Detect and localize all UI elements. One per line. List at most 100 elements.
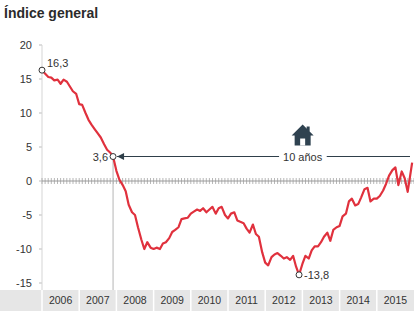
y-tick-label: 0 bbox=[26, 175, 32, 187]
y-tick-label: -10 bbox=[16, 243, 32, 255]
zero-line-minor-tick bbox=[76, 178, 77, 184]
zero-line-minor-tick bbox=[172, 178, 173, 184]
x-band-separator bbox=[339, 290, 341, 311]
zero-line-minor-tick bbox=[246, 178, 247, 184]
zero-line-minor-tick bbox=[255, 178, 256, 184]
zero-line-minor-tick bbox=[169, 178, 170, 184]
x-tick bbox=[283, 290, 284, 292]
annotation-label: -13,8 bbox=[304, 269, 329, 281]
zero-line-minor-tick bbox=[91, 178, 92, 184]
house-body bbox=[292, 125, 314, 146]
zero-line-minor-tick bbox=[321, 178, 322, 184]
x-band-separator bbox=[116, 290, 118, 311]
x-band-separator bbox=[227, 290, 229, 311]
zero-line-minor-tick bbox=[317, 178, 318, 184]
zero-line-minor-tick bbox=[197, 178, 198, 184]
span-marker-line bbox=[113, 157, 114, 290]
zero-line-minor-tick bbox=[240, 178, 241, 184]
zero-line-minor-tick bbox=[203, 178, 204, 184]
zero-line-minor-tick bbox=[262, 178, 263, 184]
zero-line-minor-tick bbox=[125, 178, 126, 184]
zero-line-minor-tick bbox=[290, 178, 291, 184]
zero-line-minor-tick bbox=[184, 178, 185, 184]
zero-line-minor-tick bbox=[221, 178, 222, 184]
x-tick bbox=[246, 290, 247, 292]
zero-line-minor-tick bbox=[128, 178, 129, 184]
span-arrow bbox=[117, 156, 410, 157]
zero-line-minor-tick bbox=[166, 178, 167, 184]
zero-line-minor-tick bbox=[51, 178, 52, 184]
zero-line-minor-tick bbox=[153, 178, 154, 184]
x-band-separator bbox=[264, 290, 266, 311]
zero-line-minor-tick bbox=[104, 178, 105, 184]
zero-line-minor-tick bbox=[218, 178, 219, 184]
x-tick-label: 2010 bbox=[198, 294, 222, 306]
annotation-point bbox=[39, 67, 45, 73]
zero-line-minor-tick bbox=[265, 178, 266, 184]
y-tick-label: 20 bbox=[20, 39, 32, 51]
zero-line-minor-tick bbox=[234, 178, 235, 184]
zero-line-minor-tick bbox=[293, 178, 294, 184]
zero-line-minor-tick bbox=[66, 178, 67, 184]
zero-line-minor-tick bbox=[348, 178, 349, 184]
zero-line-minor-tick bbox=[299, 178, 300, 184]
zero-line-minor-tick bbox=[280, 178, 281, 184]
zero-line-minor-tick bbox=[395, 178, 396, 184]
x-tick-label: 2007 bbox=[86, 294, 110, 306]
zero-line-minor-tick bbox=[330, 178, 331, 184]
zero-line-minor-tick bbox=[45, 178, 46, 184]
series-line bbox=[42, 70, 412, 275]
zero-line-minor-tick bbox=[193, 178, 194, 184]
span-arrowhead bbox=[117, 153, 124, 160]
zero-line-minor-tick bbox=[42, 178, 43, 184]
annotation-point bbox=[296, 272, 302, 278]
zero-line-minor-tick bbox=[361, 178, 362, 184]
x-band-separator bbox=[41, 290, 43, 311]
zero-line-minor-tick bbox=[138, 178, 139, 184]
zero-line-minor-tick bbox=[364, 178, 365, 184]
zero-line-minor-tick bbox=[249, 178, 250, 184]
zero-line-minor-tick bbox=[144, 178, 145, 184]
zero-line-minor-tick bbox=[339, 178, 340, 184]
plot-area bbox=[42, 70, 412, 275]
zero-line-minor-tick bbox=[73, 178, 74, 184]
zero-line-minor-tick bbox=[327, 178, 328, 184]
annotation-label: 3,6 bbox=[93, 151, 108, 163]
x-tick-label: 2009 bbox=[161, 294, 185, 306]
house-door bbox=[300, 139, 305, 146]
house-icon bbox=[292, 125, 314, 146]
zero-line-minor-tick bbox=[215, 178, 216, 184]
zero-line-minor-tick bbox=[342, 178, 343, 184]
y-axis-line bbox=[42, 45, 43, 290]
zero-line-minor-tick bbox=[224, 178, 225, 184]
x-band-separator bbox=[190, 290, 192, 311]
title: Índice general bbox=[4, 5, 98, 21]
house-chimney bbox=[307, 127, 310, 132]
zero-line-minor-tick bbox=[401, 178, 402, 184]
x-tick bbox=[172, 290, 173, 292]
x-tick bbox=[395, 290, 396, 292]
chart: Índice general20062007200820092010201120… bbox=[0, 0, 414, 311]
y-tick-label: 15 bbox=[20, 73, 32, 85]
zero-line-minor-tick bbox=[296, 178, 297, 184]
x-tick bbox=[97, 290, 98, 292]
y-tick-label: 10 bbox=[20, 107, 32, 119]
zero-line-minor-tick bbox=[376, 178, 377, 184]
zero-line-minor-tick bbox=[271, 178, 272, 184]
zero-line-minor-tick bbox=[110, 178, 111, 184]
zero-line-minor-tick bbox=[333, 178, 334, 184]
span-label-bg bbox=[279, 150, 327, 164]
zero-line-minor-tick bbox=[228, 178, 229, 184]
zero-line-minor-tick bbox=[305, 178, 306, 184]
zero-line-minor-tick bbox=[54, 178, 55, 184]
span-label: 10 años bbox=[283, 151, 323, 163]
zero-line-minor-tick bbox=[358, 178, 359, 184]
zero-line-minor-tick bbox=[79, 178, 80, 184]
annotation-point bbox=[110, 154, 116, 160]
zero-line-minor-tick bbox=[302, 178, 303, 184]
zero-line-minor-tick bbox=[141, 178, 142, 184]
zero-line-minor-tick bbox=[209, 178, 210, 184]
y-tick-label: 5 bbox=[26, 141, 32, 153]
zero-line-minor-tick bbox=[187, 178, 188, 184]
zero-line-minor-tick bbox=[311, 178, 312, 184]
